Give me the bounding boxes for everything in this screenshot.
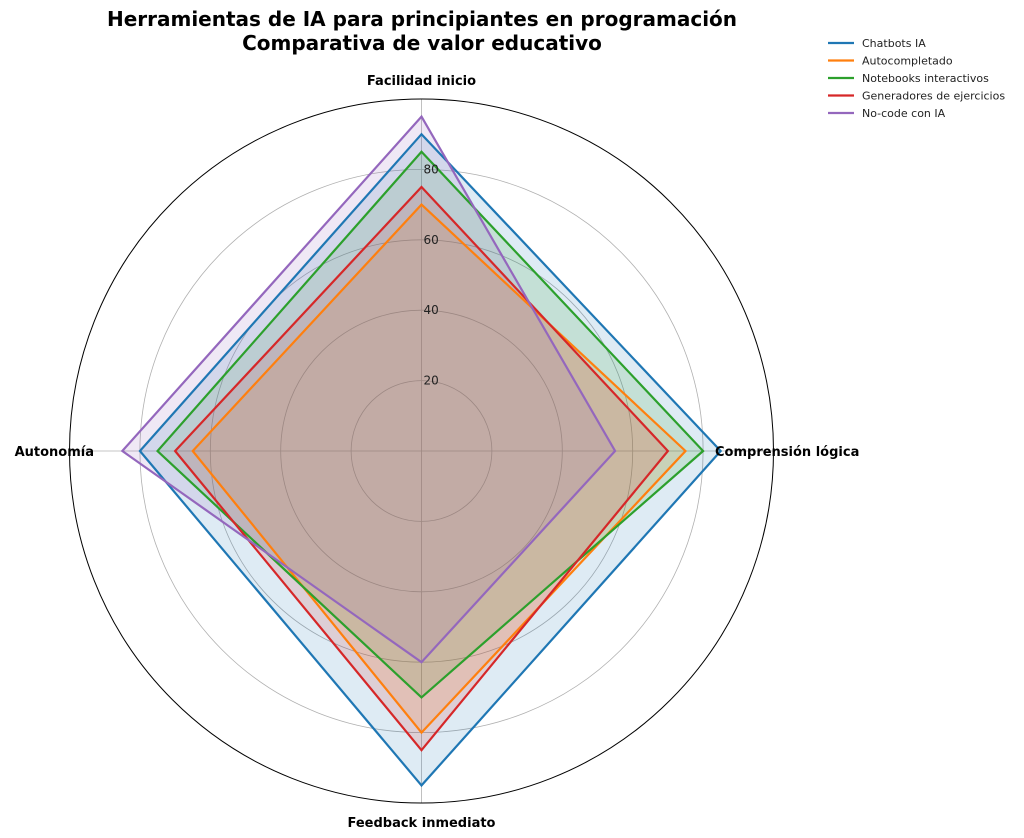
- legend-item: Generadores de ejercicios: [828, 90, 1005, 103]
- legend-item: Notebooks interactivos: [828, 72, 989, 85]
- legend-item: Autocompletado: [828, 55, 953, 68]
- series-fill: [122, 116, 616, 663]
- series-line: [138, 132, 723, 788]
- legend-label: Generadores de ejercicios: [862, 90, 1005, 103]
- legend-item: No-code con IA: [828, 107, 946, 120]
- legend-label: Notebooks interactivos: [862, 72, 989, 85]
- axis-label: Autonomía: [15, 445, 94, 460]
- series-line: [173, 185, 670, 752]
- series-fill: [157, 151, 704, 698]
- title-line-2: Comparativa de valor educativo: [242, 31, 602, 55]
- legend: Chatbots IA Autocompletado Notebooks inter…: [828, 37, 1005, 120]
- radial-tick-labels: 20 40 60 80: [424, 162, 439, 387]
- series-line: [155, 150, 705, 699]
- radial-tick-label: 20: [424, 374, 439, 388]
- radial-tick-label: 40: [424, 303, 439, 317]
- axis-label: Facilidad inicio: [367, 74, 476, 89]
- legend-item: Chatbots IA: [828, 37, 926, 50]
- legend-label: Autocompletado: [862, 55, 953, 68]
- radial-tick-label: 60: [424, 233, 439, 247]
- outer-frame: [69, 98, 774, 804]
- chart-title: Herramientas de IA para principiantes en…: [107, 7, 737, 55]
- data-series: [120, 114, 723, 788]
- axis-labels: Facilidad inicio Comprensión lógica Feedba…: [15, 74, 860, 831]
- series-line: [120, 114, 617, 664]
- radial-tick-label: 80: [424, 162, 439, 176]
- legend-label: No-code con IA: [862, 107, 946, 120]
- title-line-1: Herramientas de IA para principiantes en…: [107, 7, 737, 31]
- series-line: [191, 203, 688, 735]
- axis-label: Comprensión lógica: [715, 445, 859, 460]
- legend-label: Chatbots IA: [862, 37, 926, 50]
- axis-label: Feedback inmediato: [347, 816, 495, 831]
